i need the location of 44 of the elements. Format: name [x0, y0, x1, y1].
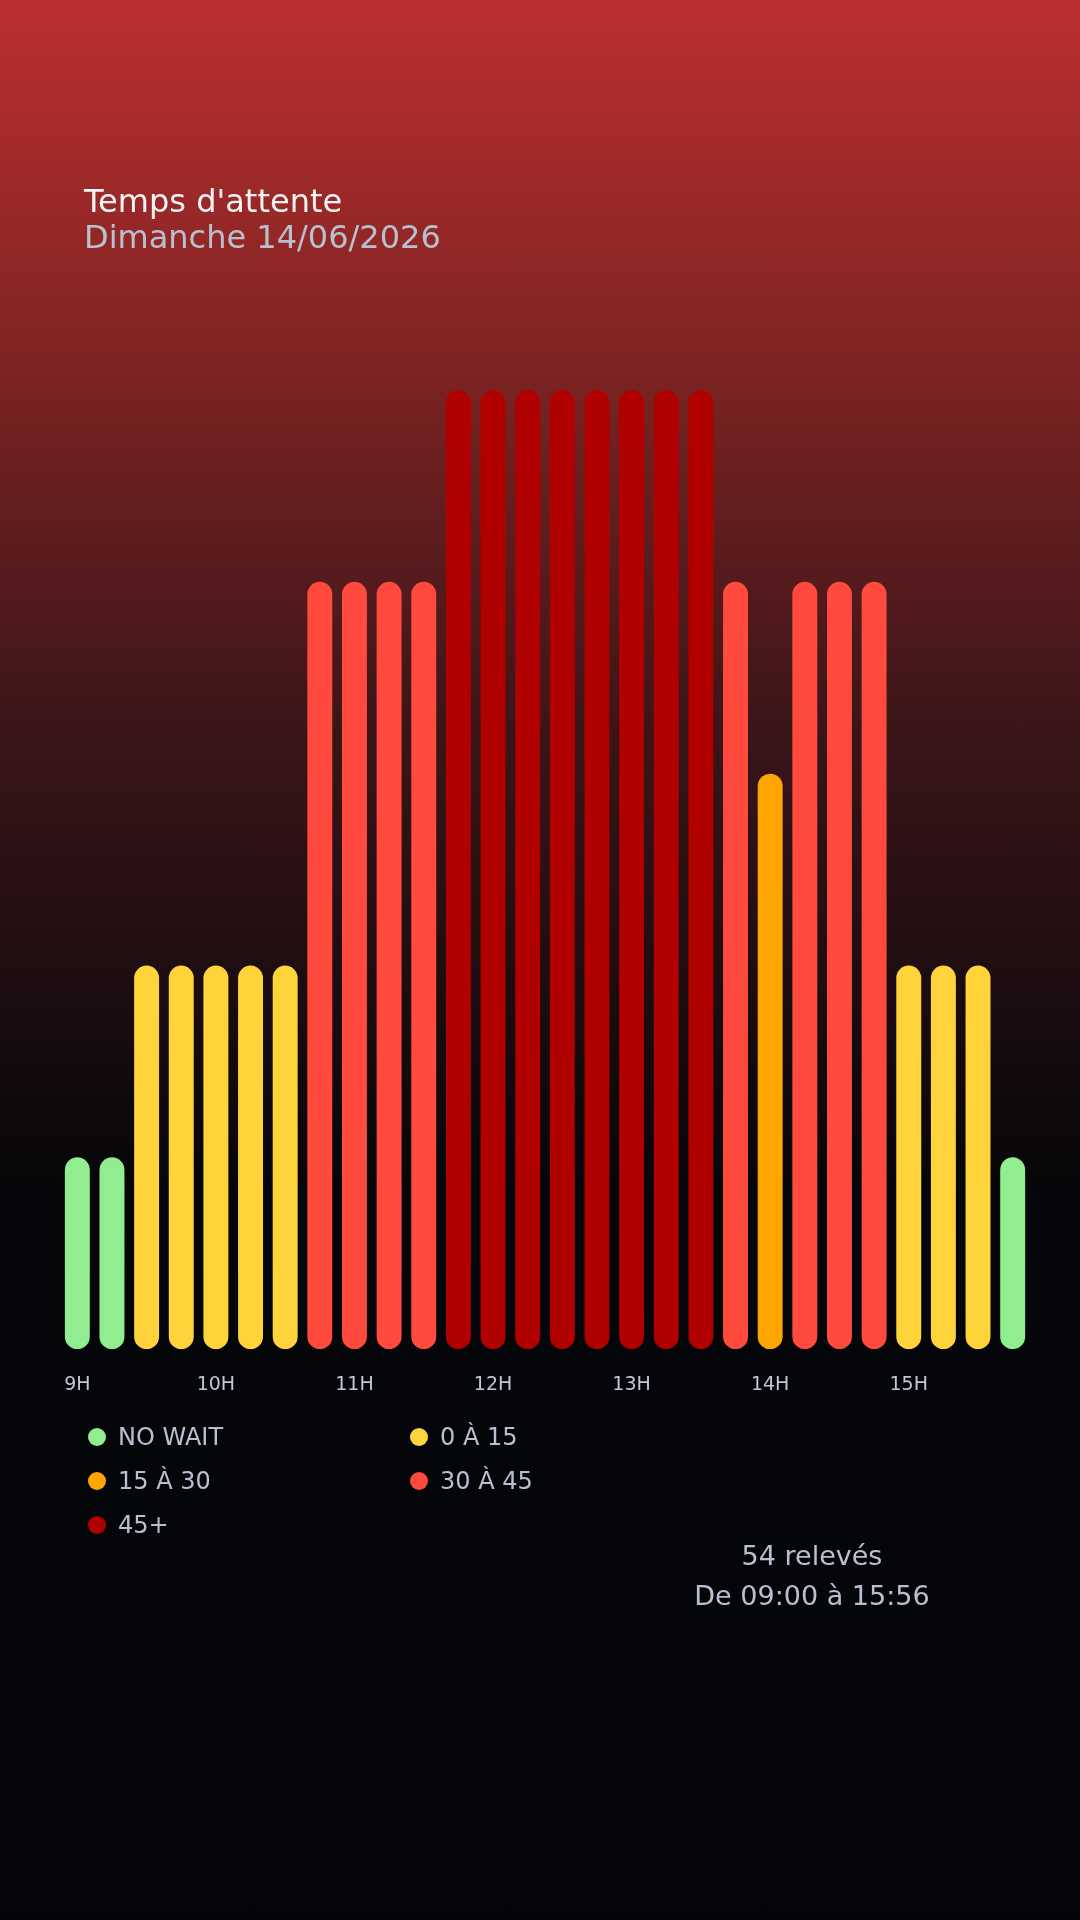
legend-label: 15 À 30 [118, 1467, 211, 1495]
text: De 09:00 à 15:56 [693, 1580, 931, 1611]
x-tick-label: 13H [612, 1371, 651, 1394]
text: 54 relevés [740, 1540, 884, 1571]
bar [272, 965, 298, 1350]
bar [515, 390, 541, 1350]
bar [619, 390, 645, 1350]
bar [757, 773, 783, 1350]
bar [861, 581, 887, 1350]
bar [203, 965, 229, 1350]
bar [238, 965, 264, 1350]
bar [376, 581, 402, 1350]
x-tick-label: 15H [889, 1371, 928, 1394]
bar [99, 1157, 125, 1350]
x-tick-label: 10H [196, 1371, 236, 1394]
bar [168, 965, 194, 1350]
x-tick-label: 9H [64, 1371, 91, 1394]
bar [307, 581, 333, 1350]
bar [792, 581, 818, 1350]
bar [896, 965, 922, 1350]
chart-title: Temps d'attente [84, 182, 343, 220]
bar [411, 581, 437, 1350]
bar [341, 581, 367, 1350]
bar [653, 390, 679, 1350]
bar [549, 390, 575, 1350]
bar [480, 390, 506, 1350]
x-tick-label: 12H [473, 1371, 513, 1394]
x-tick-label: 11H [335, 1371, 374, 1394]
bar [584, 390, 610, 1350]
legend-label: 0 À 15 [440, 1423, 518, 1451]
bar [965, 965, 991, 1350]
bar [1000, 1157, 1026, 1350]
x-tick-label: 14H [750, 1371, 790, 1394]
bar [134, 965, 160, 1350]
bar [445, 390, 471, 1350]
bar [64, 1157, 90, 1350]
legend-label: 30 À 45 [440, 1467, 533, 1495]
chart-subtitle: Dimanche 14/06/2026 [84, 218, 441, 256]
bar [723, 581, 749, 1350]
legend-label: NO WAIT [118, 1423, 224, 1451]
bar [688, 390, 714, 1350]
bar [826, 581, 852, 1350]
legend-label: 45+ [118, 1511, 169, 1539]
bar [930, 965, 956, 1350]
